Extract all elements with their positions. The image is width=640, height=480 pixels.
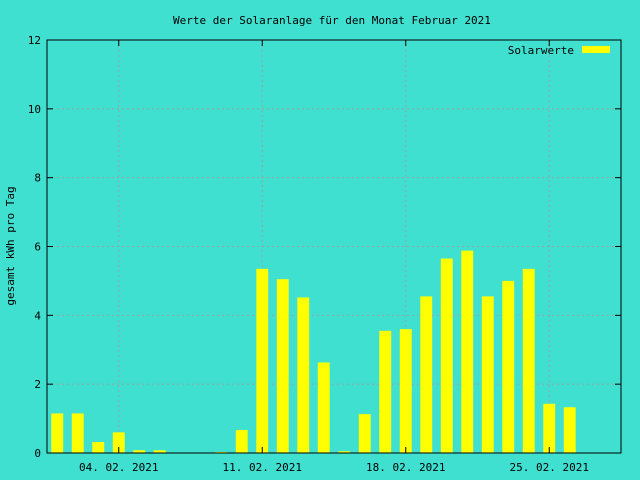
bar <box>297 297 310 453</box>
bar <box>502 280 515 453</box>
y-axis-label: gesamt kWh pro Tag <box>4 186 17 305</box>
bar <box>256 268 269 453</box>
bar <box>379 330 392 453</box>
axes-group: 0 2 4 6 8 10 12 04. 02. 2021 11. 02. 2021 18. 02.… <box>28 34 622 474</box>
bars-group <box>51 250 576 453</box>
bar <box>440 258 453 453</box>
y-tick-label: 6 <box>34 241 41 254</box>
bar <box>276 279 289 453</box>
legend: Solarwerte <box>508 44 610 57</box>
bar <box>481 296 494 453</box>
plot-border <box>46 39 622 454</box>
grid-lines <box>47 40 621 453</box>
bar <box>317 362 330 453</box>
y-tick-label: 12 <box>28 34 41 47</box>
bar <box>112 432 125 453</box>
x-tick-label: 25. 02. 2021 <box>510 461 589 474</box>
y-tick-label: 8 <box>34 172 41 185</box>
chart-title: Werte der Solaranlage für den Monat Febr… <box>173 14 491 27</box>
bar <box>399 329 412 453</box>
legend-label: Solarwerte <box>508 44 574 57</box>
y-tick-label: 4 <box>34 309 41 322</box>
x-tick-label: 11. 02. 2021 <box>223 461 302 474</box>
bar <box>215 451 228 453</box>
bar <box>420 296 433 453</box>
bar <box>235 429 248 453</box>
bar <box>461 250 474 453</box>
y-tick-label: 2 <box>34 378 41 391</box>
bar <box>153 450 166 453</box>
y-tick-label: 10 <box>28 103 41 116</box>
bar <box>71 413 84 453</box>
x-tick-label: 18. 02. 2021 <box>366 461 445 474</box>
bar <box>543 403 556 453</box>
bar <box>92 441 105 453</box>
y-tick-label: 0 <box>34 447 41 460</box>
x-tick-label: 04. 02. 2021 <box>79 461 158 474</box>
bar <box>51 413 64 453</box>
bar <box>522 268 535 453</box>
bar <box>338 451 351 453</box>
bar <box>133 450 146 453</box>
bar <box>358 414 371 453</box>
bar <box>563 407 576 453</box>
legend-swatch <box>582 46 610 53</box>
